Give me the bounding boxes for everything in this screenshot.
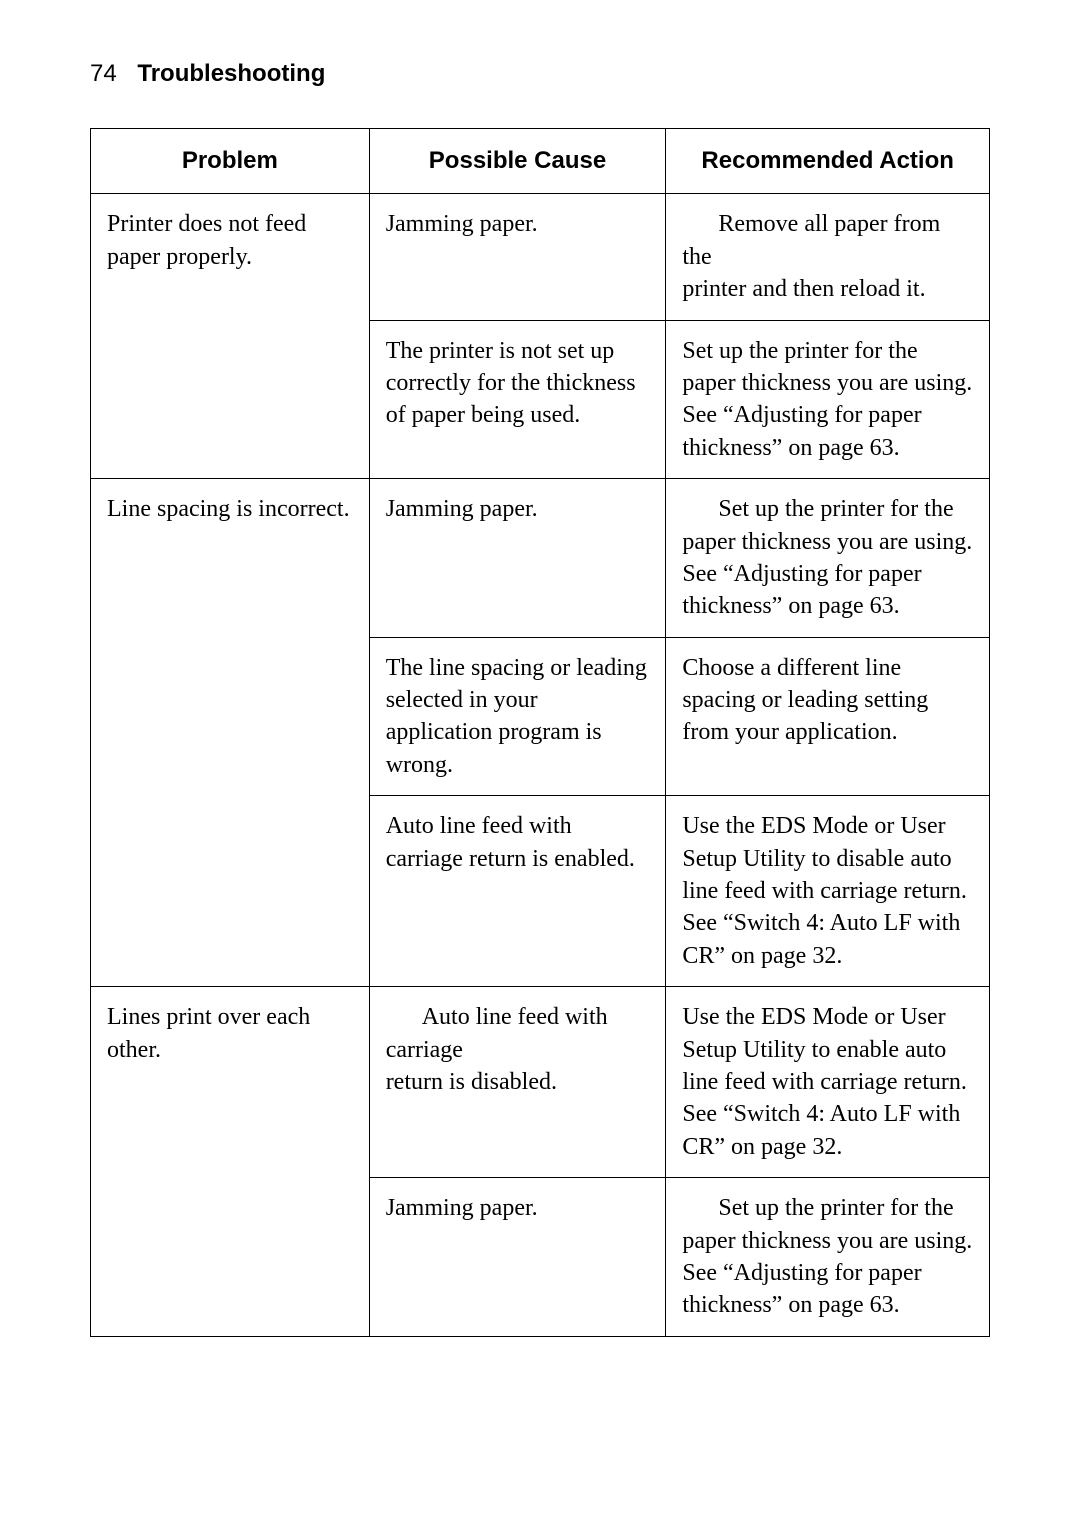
cell-cause: The line spacing or leading selected in … — [369, 637, 666, 796]
cell-action: Use the EDS Mode or User Setup Utility t… — [666, 796, 990, 987]
cell-problem: Lines print over each other. — [91, 987, 370, 1337]
table-row: Lines print over each other. Auto line f… — [91, 987, 990, 1178]
cell-cause: Auto line feed with carriage return is d… — [369, 987, 666, 1178]
cell-action: Set up the printer for the paper thickne… — [666, 479, 990, 638]
cell-action-line2: printer and then reload it. — [682, 273, 973, 305]
cell-action: Set up the printer for the paper thickne… — [666, 320, 990, 479]
section-title: Troubleshooting — [137, 60, 325, 87]
cell-action-rest: paper thickness you are using. See “Adju… — [682, 1225, 973, 1322]
table-header-row: Problem Possible Cause Recommended Actio… — [91, 129, 990, 194]
page: 74 Troubleshooting Problem Possible Caus… — [0, 0, 1080, 1337]
table-row: Line spacing is incorrect. Jamming paper… — [91, 479, 990, 638]
spacer — [386, 1098, 650, 1130]
cell-action: Set up the printer for the paper thickne… — [666, 1178, 990, 1337]
cell-cause: Jamming paper. — [369, 194, 666, 320]
col-cause: Possible Cause — [369, 129, 666, 194]
cell-cause: Auto line feed with carriage return is e… — [369, 796, 666, 987]
cell-problem: Line spacing is incorrect. — [91, 479, 370, 987]
cell-cause-line1: Auto line feed with carriage — [386, 1001, 650, 1066]
cell-action: Choose a different line spacing or leadi… — [666, 637, 990, 796]
cell-cause-line2: return is disabled. — [386, 1066, 650, 1098]
troubleshooting-table: Problem Possible Cause Recommended Actio… — [90, 128, 990, 1337]
cell-cause: Jamming paper. — [369, 1178, 666, 1337]
cell-problem: Printer does not feed paper properly. — [91, 194, 370, 479]
cell-cause-text: Jamming paper. — [386, 211, 538, 237]
page-number: 74 — [90, 60, 117, 87]
cell-action-line1: Remove all paper from the — [682, 208, 973, 273]
page-header: 74 Troubleshooting — [90, 60, 990, 88]
cell-action: Remove all paper from the printer and th… — [666, 194, 990, 320]
cell-action-line1: Set up the printer for the — [682, 493, 973, 525]
cell-cause: The printer is not set up correctly for … — [369, 320, 666, 479]
col-action: Recommended Action — [666, 129, 990, 194]
cell-action-line1: Set up the printer for the — [682, 1192, 973, 1224]
col-problem: Problem — [91, 129, 370, 194]
cell-action-rest: paper thickness you are using. See “Adju… — [682, 526, 973, 623]
table-row: Printer does not feed paper properly. Ja… — [91, 194, 990, 320]
cell-cause: Jamming paper. — [369, 479, 666, 638]
cell-cause-text: Jamming paper. — [386, 496, 538, 522]
cell-action: Use the EDS Mode or User Setup Utility t… — [666, 987, 990, 1178]
